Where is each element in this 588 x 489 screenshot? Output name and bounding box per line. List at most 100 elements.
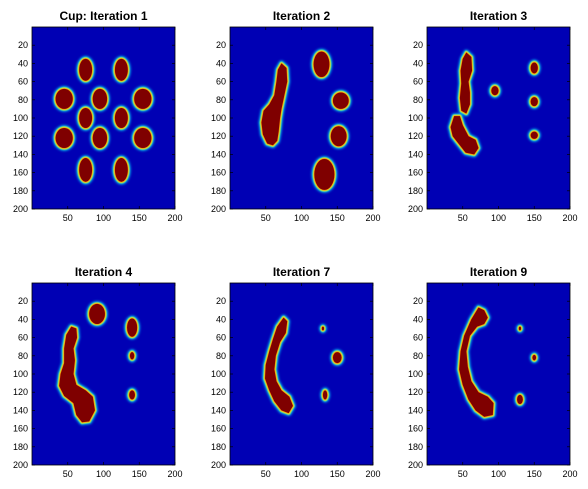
y-tick-label: 100 xyxy=(13,113,28,123)
y-tick-label: 60 xyxy=(216,333,226,343)
y-tick-label: 200 xyxy=(408,460,423,470)
x-tick-label: 150 xyxy=(330,469,345,479)
y-tick-label: 40 xyxy=(216,314,226,324)
panel-title: Iteration 2 xyxy=(273,9,331,23)
y-tick-label: 60 xyxy=(18,333,28,343)
x-tick-label: 50 xyxy=(261,213,271,223)
panel-title: Iteration 4 xyxy=(75,265,133,279)
panel-title: Iteration 7 xyxy=(273,265,331,279)
y-tick-label: 120 xyxy=(211,387,226,397)
y-tick-label: 140 xyxy=(408,405,423,415)
heatmap-background xyxy=(230,283,373,465)
heatmap-region xyxy=(52,125,76,151)
y-tick-label: 80 xyxy=(18,351,28,361)
heatmap-region xyxy=(56,324,98,425)
y-tick-label: 40 xyxy=(413,314,423,324)
y-tick-label: 140 xyxy=(408,149,423,159)
y-tick-label: 200 xyxy=(13,204,28,214)
x-tick-label: 200 xyxy=(167,213,182,223)
heatmap-panel-4: Iteration 4 20 40 60 80 100 120 140 160 180 200 50 1… xyxy=(13,265,183,479)
x-tick-label: 50 xyxy=(63,213,73,223)
panel-title: Iteration 9 xyxy=(470,265,528,279)
y-tick-label: 200 xyxy=(13,460,28,470)
y-tick-label: 180 xyxy=(13,186,28,196)
y-tick-label: 20 xyxy=(413,296,423,306)
heatmap-background xyxy=(427,27,570,209)
y-tick-label: 160 xyxy=(408,168,423,178)
x-tick-label: 150 xyxy=(132,213,147,223)
y-tick-label: 140 xyxy=(13,149,28,159)
x-tick-label: 200 xyxy=(365,469,380,479)
y-tick-label: 180 xyxy=(211,186,226,196)
heatmap-region xyxy=(447,113,482,157)
heatmap-region xyxy=(76,155,95,185)
y-tick-label: 160 xyxy=(13,168,28,178)
y-tick-label: 40 xyxy=(18,58,28,68)
x-tick-label: 200 xyxy=(562,469,577,479)
y-tick-label: 100 xyxy=(408,113,423,123)
y-tick-label: 20 xyxy=(216,296,226,306)
y-tick-label: 60 xyxy=(216,77,226,87)
y-tick-label: 180 xyxy=(408,442,423,452)
heatmap-region xyxy=(516,324,524,333)
panel-title: Iteration 3 xyxy=(470,9,528,23)
heatmap-region xyxy=(112,56,131,84)
heatmap-region xyxy=(112,105,131,131)
x-tick-label: 100 xyxy=(294,213,309,223)
heatmap-region xyxy=(90,125,110,151)
y-tick-label: 80 xyxy=(413,351,423,361)
panel-title: Cup: Iteration 1 xyxy=(59,9,147,23)
y-tick-label: 160 xyxy=(408,424,423,434)
x-tick-label: 200 xyxy=(365,213,380,223)
heatmap-panel-5: Iteration 7 20 40 60 80 100 120 140 160 180 200 50 1… xyxy=(211,265,381,479)
heatmap-region xyxy=(311,48,332,80)
y-tick-label: 140 xyxy=(13,405,28,415)
heatmap-background xyxy=(32,27,175,209)
y-tick-label: 40 xyxy=(413,58,423,68)
x-tick-label: 50 xyxy=(458,469,468,479)
y-tick-label: 80 xyxy=(216,95,226,105)
heatmap-region xyxy=(488,83,502,98)
heatmap-region xyxy=(131,125,155,151)
y-tick-label: 20 xyxy=(18,40,28,50)
y-tick-label: 20 xyxy=(18,296,28,306)
y-tick-label: 100 xyxy=(211,113,226,123)
heatmap-region xyxy=(328,123,350,149)
y-tick-label: 180 xyxy=(13,442,28,452)
y-tick-label: 160 xyxy=(211,168,226,178)
y-tick-label: 80 xyxy=(216,351,226,361)
heatmap-panel-3: Iteration 3 20 40 60 80 100 120 140 160 180 200 50 1… xyxy=(408,9,578,223)
x-tick-label: 200 xyxy=(167,469,182,479)
heatmap-region xyxy=(330,89,352,112)
heatmap-region xyxy=(90,86,110,112)
heatmap-panel-6: Iteration 9 20 40 60 80 100 120 140 160 180 200 50 1… xyxy=(408,265,578,479)
x-tick-label: 150 xyxy=(527,469,542,479)
y-tick-label: 180 xyxy=(211,442,226,452)
y-tick-label: 160 xyxy=(13,424,28,434)
x-tick-label: 100 xyxy=(294,469,309,479)
x-tick-label: 150 xyxy=(132,469,147,479)
heatmap-region xyxy=(528,94,541,109)
y-tick-label: 120 xyxy=(408,387,423,397)
heatmap-panel-2: Iteration 2 20 40 60 80 100 120 140 160 180 200 50 1… xyxy=(211,9,381,223)
y-tick-label: 20 xyxy=(216,40,226,50)
y-tick-label: 100 xyxy=(211,369,226,379)
heatmap-region xyxy=(124,315,140,340)
x-tick-label: 150 xyxy=(330,213,345,223)
y-tick-label: 60 xyxy=(413,77,423,87)
y-tick-label: 100 xyxy=(13,369,28,379)
y-tick-label: 40 xyxy=(18,314,28,324)
x-tick-label: 50 xyxy=(458,213,468,223)
y-tick-label: 80 xyxy=(18,95,28,105)
y-tick-label: 120 xyxy=(13,131,28,141)
heatmap-region xyxy=(514,392,526,407)
x-tick-label: 150 xyxy=(527,213,542,223)
y-tick-label: 60 xyxy=(18,77,28,87)
y-tick-label: 120 xyxy=(13,387,28,397)
heatmap-region xyxy=(86,301,108,327)
heatmap-region xyxy=(52,86,76,112)
heatmap-region xyxy=(258,60,290,148)
heatmap-region xyxy=(320,387,330,403)
heatmap-region xyxy=(131,86,155,112)
